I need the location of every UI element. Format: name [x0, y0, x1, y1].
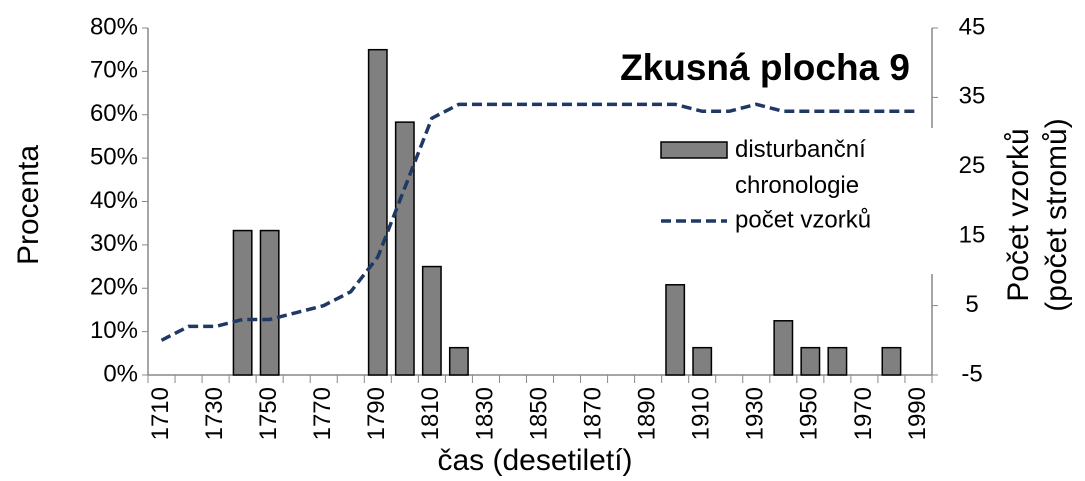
- x-tick-label: 1710: [147, 387, 174, 440]
- y-tick-label: 10%: [90, 317, 138, 344]
- x-tick-label: 1730: [201, 387, 228, 440]
- y2-tick-label: 25: [959, 152, 986, 179]
- y2-tick-label: -5: [961, 360, 982, 387]
- bar: [773, 320, 794, 376]
- y-tick-label: 80%: [90, 13, 138, 40]
- y-tick-label: 20%: [90, 274, 138, 301]
- x-tick-label: 1750: [255, 387, 282, 440]
- bar: [259, 229, 280, 376]
- y2-axis-label: Počet vzorků: [1002, 128, 1035, 301]
- legend-label: disturbanční chronologie: [735, 136, 866, 199]
- x-tick-label: 1970: [850, 387, 877, 440]
- bar: [881, 346, 902, 376]
- y-tick-label: 70%: [90, 57, 138, 84]
- bar: [800, 346, 821, 376]
- chart-title: Zkusná plocha 9: [620, 47, 910, 88]
- y-tick-label: 40%: [90, 187, 138, 214]
- bar: [421, 265, 442, 376]
- x-tick-label: 1790: [363, 387, 390, 440]
- x-tick-label: 1830: [471, 387, 498, 440]
- x-tick-label: 1950: [796, 387, 823, 440]
- y2-tick-label: 15: [959, 222, 986, 249]
- y2-tick-label: 35: [959, 83, 986, 110]
- x-tick-label: 1810: [417, 387, 444, 440]
- bar: [692, 346, 713, 376]
- x-tick-label: 1930: [742, 387, 769, 440]
- bar: [394, 121, 415, 376]
- y2-tick-label: 45: [959, 13, 986, 40]
- y2-axis-label: (počet stromů): [1040, 118, 1073, 311]
- y-tick-label: 30%: [90, 230, 138, 257]
- bar: [827, 346, 848, 376]
- y-tick-label: 60%: [90, 100, 138, 127]
- line: [160, 102, 919, 342]
- x-tick-label: 1890: [633, 387, 660, 440]
- y-tick-label: 50%: [90, 143, 138, 170]
- y2-tick-label: 5: [965, 291, 978, 318]
- x-tick-label: 1770: [309, 387, 336, 440]
- x-tick-label: 1870: [579, 387, 606, 440]
- x-tick-label: 1910: [688, 387, 715, 440]
- legend-label: počet vzorků: [735, 206, 871, 233]
- bar: [367, 48, 388, 376]
- x-axis-label: čas (desetiletí): [437, 444, 632, 477]
- y-axis-label: Procenta: [12, 145, 45, 265]
- legend-swatch: [660, 141, 728, 159]
- x-tick-label: 1850: [525, 387, 552, 440]
- bar: [232, 229, 253, 376]
- x-tick-label: 1990: [904, 387, 931, 440]
- y-tick-label: 0%: [103, 360, 138, 387]
- bar: [665, 284, 686, 376]
- bar: [448, 346, 469, 376]
